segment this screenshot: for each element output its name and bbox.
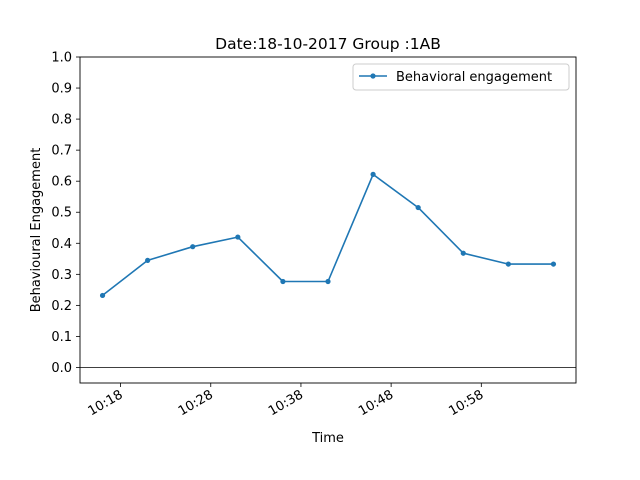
x-tick-label: 10:38	[266, 387, 306, 419]
plot-frame	[79, 56, 577, 384]
chart-title: Date:18-10-2017 Group :1AB	[215, 35, 441, 53]
x-axis-label: Time	[311, 431, 344, 446]
data-point	[190, 244, 196, 250]
data-point	[145, 257, 151, 263]
x-tick-label: 10:48	[356, 387, 396, 419]
y-tick-label: 0.3	[51, 268, 72, 283]
x-tick-label: 10:18	[86, 387, 126, 419]
y-tick-label: 0.5	[51, 206, 72, 221]
series-line-behavioral-engagement	[102, 173, 554, 297]
data-point	[550, 261, 557, 267]
legend-box	[352, 63, 570, 91]
y-tick-label: 0.2	[51, 299, 72, 314]
y-tick-label: 0.8	[51, 113, 72, 128]
data-point	[99, 292, 106, 299]
x-tick-label: 10:28	[176, 387, 216, 419]
legend-label: Behavioral engagement	[396, 70, 552, 85]
plot-area: 0.00.10.20.30.40.50.60.70.80.91.0 10:18 1…	[51, 51, 577, 419]
x-axis: 10:18 10:28 10:38 10:48 10:58	[86, 383, 486, 419]
legend: Behavioral engagement	[352, 63, 570, 91]
y-tick-label: 0.0	[51, 361, 72, 376]
data-point	[415, 204, 421, 211]
y-tick-label: 0.6	[51, 175, 72, 190]
y-tick-label: 0.7	[51, 144, 72, 159]
y-tick-label: 0.4	[51, 237, 72, 252]
data-point	[235, 234, 241, 240]
y-tick-label: 0.9	[51, 82, 72, 97]
y-axis-label: Behavioural Engagement	[29, 148, 44, 313]
x-tick-label: 10:58	[446, 387, 486, 419]
y-axis: 0.0 0.1 0.2 0.3 0.4 0.5 0.6 0.7 0.8 0.9 1.0	[51, 51, 80, 376]
series-points	[99, 171, 557, 299]
legend-marker	[370, 73, 376, 79]
data-point	[370, 171, 376, 177]
data-point	[325, 278, 331, 285]
data-point	[460, 250, 466, 256]
data-point	[505, 261, 511, 267]
y-tick-label: 1.0	[51, 51, 72, 66]
data-point	[280, 278, 286, 285]
y-tick-label: 0.1	[51, 330, 72, 345]
